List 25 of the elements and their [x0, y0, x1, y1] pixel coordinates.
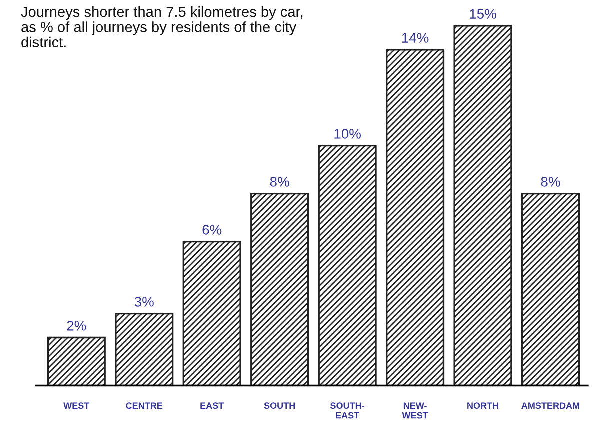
x-tick-label: AMSTERDAM — [522, 402, 580, 410]
x-tick-label: EAST — [200, 402, 224, 410]
data-label: 15% — [470, 9, 496, 19]
bar — [250, 192, 310, 386]
chart-title: Journeys shorter than 7.5 kilometres by car, as % of all journeys by residents of the city district. — [21, 6, 303, 48]
bar — [386, 49, 445, 386]
bar — [521, 192, 580, 386]
x-tick-label: SOUTH — [264, 402, 296, 410]
bar — [454, 25, 512, 386]
data-label: 14% — [402, 33, 429, 43]
data-label: 6% — [202, 225, 222, 235]
data-label: 2% — [67, 321, 86, 331]
bar — [47, 336, 106, 386]
x-tick-label: WEST — [64, 402, 90, 410]
data-label: 8% — [270, 177, 290, 187]
data-label: 3% — [134, 297, 154, 307]
x-tick-label: CENTRE — [126, 402, 163, 410]
x-tick-label: SOUTH- EAST — [330, 402, 364, 419]
x-tick-label: NORTH — [468, 402, 498, 410]
x-tick-label: NEW- WEST — [402, 402, 428, 419]
bar — [115, 312, 174, 386]
data-label: 8% — [541, 177, 560, 187]
bar — [182, 240, 242, 386]
bar — [318, 145, 377, 386]
data-label: 10% — [334, 129, 361, 139]
